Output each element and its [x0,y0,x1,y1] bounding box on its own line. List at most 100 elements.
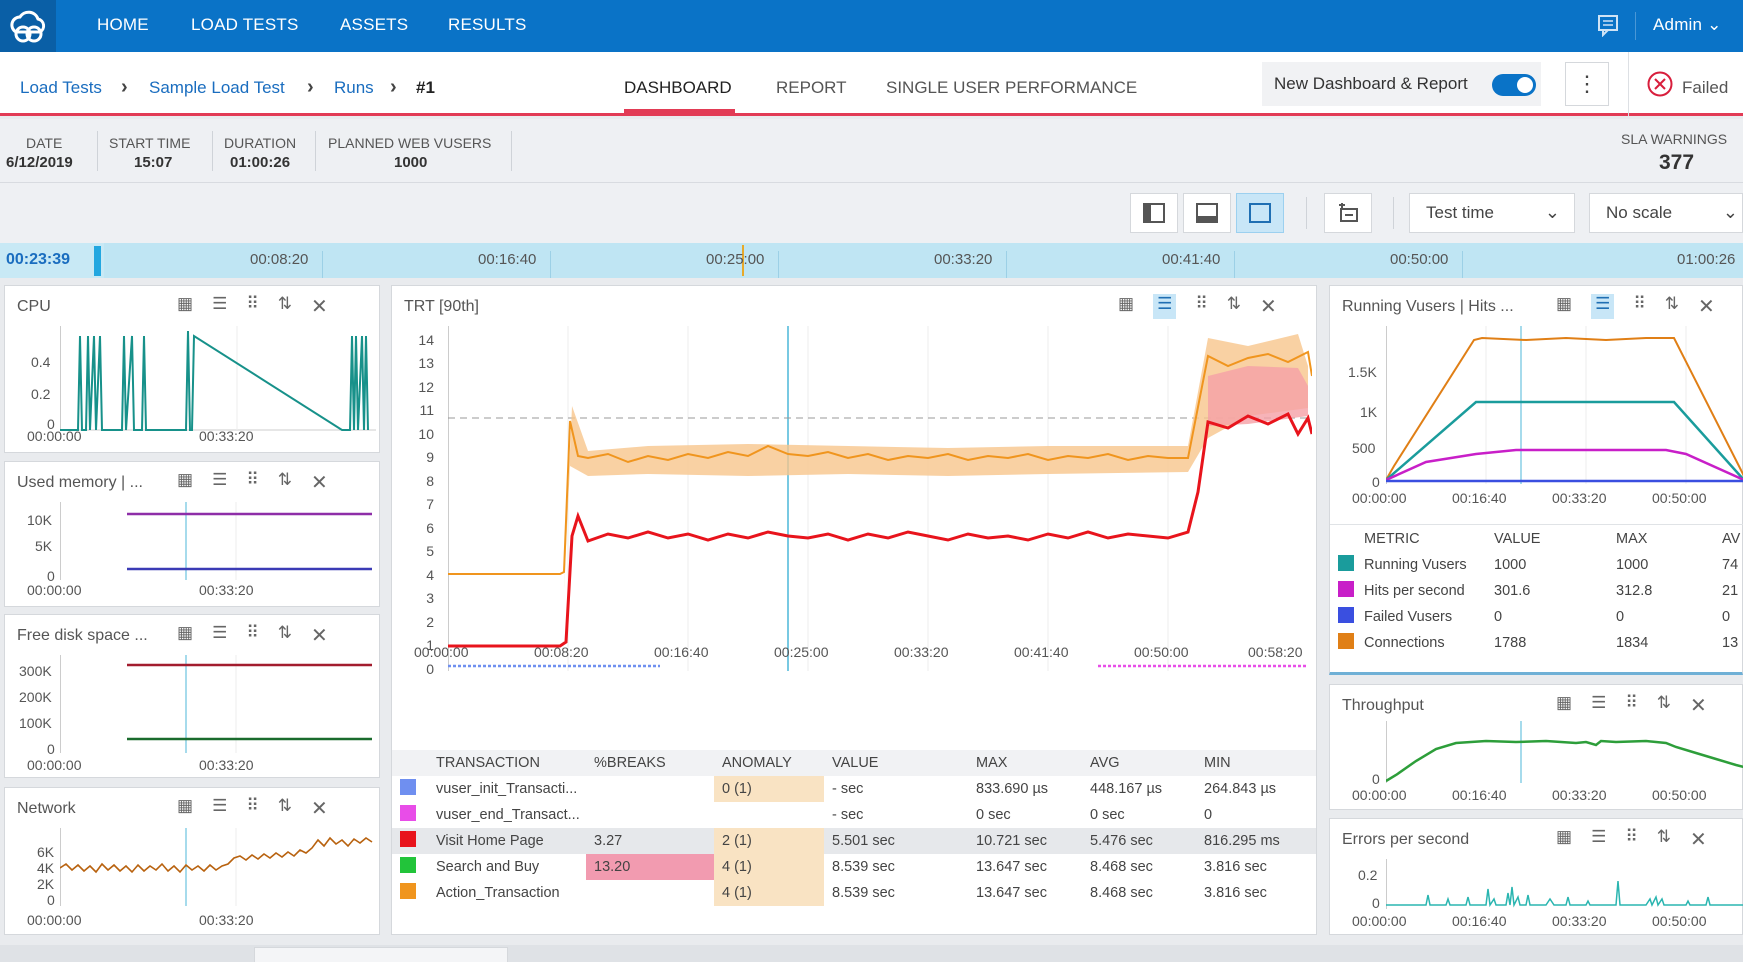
more-options-button[interactable]: ⋮ [1565,62,1609,106]
table-row[interactable]: Failed Vusers 0 0 0 [1330,604,1743,630]
legend-icon[interactable]: ☰ [1591,693,1607,712]
series-color-swatch[interactable] [1338,581,1354,597]
bottom-tab[interactable] [254,947,508,962]
close-icon[interactable]: ✕ [311,472,328,494]
chart-type-icon[interactable]: ▦ [1556,693,1573,712]
col-header[interactable]: MAX [1616,531,1648,547]
tab-single-user-performance[interactable]: SINGLE USER PERFORMANCE [886,78,1138,97]
split-vertical-icon[interactable]: ⇅ [277,796,293,815]
memory-chart[interactable] [60,502,376,582]
user-menu[interactable]: Admin ⌄ [1653,15,1722,35]
split-vertical-icon[interactable]: ⇅ [1664,294,1680,313]
throughput-chart[interactable] [1386,721,1743,785]
legend-icon[interactable]: ☰ [212,623,228,642]
messages-icon[interactable] [1596,13,1620,41]
table-row[interactable]: Connections 1788 1834 13 [1330,630,1743,656]
sla-warnings-value[interactable]: 377 [1659,151,1695,174]
split-vertical-icon[interactable]: ⇅ [277,294,293,313]
table-row[interactable]: Action_Transaction 4 (1) 8.539 sec 13.64… [392,880,1316,906]
nav-load-tests[interactable]: LOAD TESTS [191,15,299,34]
series-color-swatch[interactable] [400,857,416,873]
series-color-swatch[interactable] [1338,607,1354,623]
layout-left-button[interactable] [1130,193,1178,233]
table-row[interactable]: Search and Buy 13.20 4 (1) 8.539 sec 13.… [392,854,1316,880]
breadcrumb-sample-load-test[interactable]: Sample Load Test [149,78,285,97]
col-header[interactable]: AV [1722,531,1741,547]
table-row[interactable]: Hits per second 301.6 312.8 21 [1330,578,1743,604]
series-color-swatch[interactable] [1338,633,1354,649]
table-row[interactable]: Visit Home Page 3.27 2 (1) 5.501 sec 10.… [392,828,1316,854]
legend-icon[interactable]: ☰ [212,294,228,313]
close-icon[interactable]: ✕ [1690,829,1707,851]
disk-chart[interactable] [60,655,376,755]
close-icon[interactable]: ✕ [1260,296,1277,318]
nav-assets[interactable]: ASSETS [340,15,409,34]
split-vertical-icon[interactable]: ⇅ [277,623,293,642]
split-horizontal-icon[interactable]: ⠿ [246,470,259,489]
split-vertical-icon[interactable]: ⇅ [277,470,293,489]
split-horizontal-icon[interactable]: ⠿ [1625,827,1638,846]
layout-bottom-button[interactable] [1183,193,1231,233]
split-horizontal-icon[interactable]: ⠿ [1625,693,1638,712]
breadcrumb-load-tests[interactable]: Load Tests [20,78,102,97]
legend-icon[interactable]: ☰ [1591,294,1615,319]
col-header[interactable]: TRANSACTION [436,755,540,771]
chart-type-icon[interactable]: ▦ [1556,294,1573,313]
timeline-bar[interactable]: 00:23:39 00:08:20 00:16:40 00:25:00 00:3… [0,243,1743,278]
split-horizontal-icon[interactable]: ⠿ [1633,294,1646,313]
col-header[interactable]: VALUE [832,755,879,771]
breadcrumb-runs[interactable]: Runs [334,78,374,97]
cpu-chart[interactable] [60,326,376,436]
series-color-swatch[interactable] [400,883,416,899]
col-header[interactable]: METRIC [1364,531,1420,547]
close-icon[interactable]: ✕ [311,798,328,820]
split-horizontal-icon[interactable]: ⠿ [246,623,259,642]
network-chart[interactable] [60,828,376,908]
split-vertical-icon[interactable]: ⇅ [1226,294,1242,313]
chart-type-icon[interactable]: ▦ [177,623,194,642]
col-header[interactable]: VALUE [1494,531,1541,547]
scale-select[interactable]: No scale ⌄ [1589,193,1743,233]
table-row[interactable]: Running Vusers 1000 1000 74 [1330,552,1743,578]
legend-icon[interactable]: ☰ [212,796,228,815]
chart-type-icon[interactable]: ▦ [1118,294,1135,313]
col-header[interactable]: %BREAKS [594,755,666,771]
series-color-swatch[interactable] [400,831,416,847]
errors-chart[interactable] [1386,859,1743,911]
col-header[interactable]: MIN [1204,755,1231,771]
chart-type-icon[interactable]: ▦ [177,294,194,313]
nav-home[interactable]: HOME [97,15,149,34]
col-header[interactable]: MAX [976,755,1008,771]
tab-report[interactable]: REPORT [776,78,847,97]
series-color-swatch[interactable] [400,779,416,795]
timeline-handle[interactable] [94,246,101,276]
split-horizontal-icon[interactable]: ⠿ [246,294,259,313]
series-color-swatch[interactable] [400,805,416,821]
time-mode-select[interactable]: Test time ⌄ [1409,193,1575,233]
table-row[interactable]: vuser_init_Transacti... 0 (1) - sec 833.… [392,776,1316,802]
close-icon[interactable]: ✕ [1690,695,1707,717]
app-logo[interactable] [0,0,56,52]
trt-chart[interactable] [448,326,1312,671]
col-header[interactable]: AVG [1090,755,1120,771]
series-color-swatch[interactable] [1338,555,1354,571]
table-row[interactable]: vuser_end_Transact... - sec 0 sec 0 sec … [392,802,1316,828]
legend-icon[interactable]: ☰ [1153,294,1177,319]
legend-icon[interactable]: ☰ [212,470,228,489]
nav-results[interactable]: RESULTS [448,15,527,34]
close-icon[interactable]: ✕ [1698,296,1715,318]
tab-dashboard[interactable]: DASHBOARD [624,78,732,97]
chart-type-icon[interactable]: ▦ [177,796,194,815]
close-icon[interactable]: ✕ [311,296,328,318]
close-icon[interactable]: ✕ [311,625,328,647]
chart-type-icon[interactable]: ▦ [1556,827,1573,846]
chart-type-icon[interactable]: ▦ [177,470,194,489]
new-dashboard-toggle[interactable] [1492,74,1536,96]
split-horizontal-icon[interactable]: ⠿ [246,796,259,815]
split-vertical-icon[interactable]: ⇅ [1656,827,1672,846]
split-vertical-icon[interactable]: ⇅ [1656,693,1672,712]
col-header[interactable]: ANOMALY [722,755,792,771]
add-widget-button[interactable] [1324,193,1372,233]
vusers-chart[interactable] [1386,326,1743,486]
legend-icon[interactable]: ☰ [1591,827,1607,846]
